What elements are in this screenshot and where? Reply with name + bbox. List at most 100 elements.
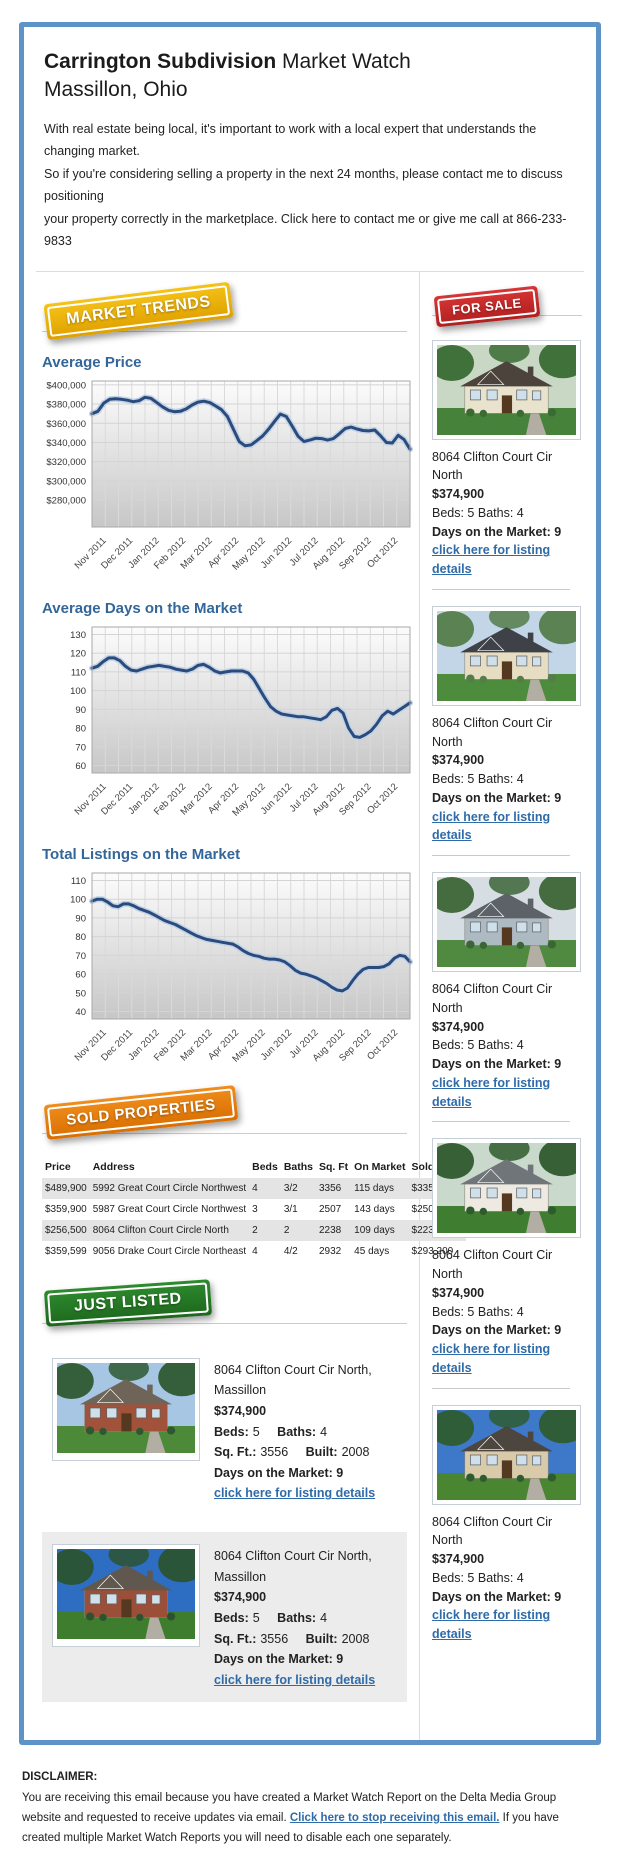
for-sale-listing: 8064 Clifton Court Cir North $374,900 Be…	[432, 1404, 582, 1644]
property-photo[interactable]	[432, 1138, 581, 1239]
for-sale-listing: 8064 Clifton Court Cir North $374,900 Be…	[432, 605, 582, 845]
sqft-value: 3556	[260, 1445, 289, 1460]
for-sale-listing: 8064 Clifton Court Cir North $374,900 Be…	[432, 339, 582, 579]
intro-line-2: So if you're considering selling a prope…	[44, 166, 563, 204]
listing-price: $374,900	[214, 1403, 267, 1418]
main-column: MARKET TRENDS Average Price $400,000 $380…	[36, 271, 466, 1741]
svg-text:100: 100	[70, 686, 86, 697]
svg-text:110: 110	[71, 876, 86, 887]
section-divider	[42, 330, 407, 332]
for-sale-badge: FOR SALE	[433, 285, 541, 328]
for-sale-listing: 8064 Clifton Court Cir North $374,900 Be…	[432, 1138, 582, 1377]
listing-address: 8064 Clifton Court Cir North	[432, 449, 553, 483]
col-price: Price	[45, 1160, 71, 1173]
svg-text:$340,000: $340,000	[46, 438, 86, 449]
beds-value: 5	[252, 1424, 260, 1439]
sold-properties-badge: SOLD PROPERTIES	[43, 1084, 239, 1140]
listing-price: $374,900	[432, 1285, 485, 1300]
listing-details-link[interactable]: click here for listing details	[432, 1075, 551, 1109]
property-photo[interactable]	[52, 1357, 200, 1461]
newsletter-header: Carrington Subdivision Market Watch Mass…	[36, 27, 584, 272]
listing-address: 8064 Clifton Court Cir North	[432, 715, 553, 749]
disclaimer-text: You are receiving this email because you…	[22, 1791, 559, 1844]
listing-beds-baths: Beds: 5 Baths: 4	[432, 1304, 524, 1319]
sold-table-cell: $359,599	[45, 1245, 87, 1257]
just-listed-info: 8064 Clifton Court Cir North, Massillon …	[214, 1358, 397, 1504]
sqft-label: Sq. Ft.:	[214, 1631, 257, 1646]
sold-table-cell: 143 days	[354, 1203, 395, 1215]
sold-table-cell: 4/2	[283, 1245, 298, 1257]
svg-text:90: 90	[75, 705, 86, 716]
sold-table-cell: 4	[252, 1245, 258, 1257]
section-divider	[42, 1322, 407, 1324]
property-photo[interactable]	[432, 339, 581, 440]
average-price-heading: Average Price	[42, 353, 142, 371]
sold-table-row: $256,500 8064 Clifton Court Circle North 2…	[42, 1219, 466, 1241]
sold-table-cell: 2507	[319, 1203, 342, 1215]
svg-text:80: 80	[75, 932, 86, 943]
listing-beds-baths: Beds: 5 Baths: 4	[432, 1570, 524, 1585]
section-divider	[42, 1132, 407, 1134]
listing-details-link[interactable]: click here for listing details	[214, 1672, 376, 1687]
unsubscribe-link[interactable]: Click here to stop receiving this email.	[289, 1811, 500, 1824]
for-sale-sidebar: FOR SALE 8064 Clifton Court Cir North $3…	[420, 272, 584, 1741]
property-photo[interactable]	[432, 605, 581, 706]
listing-details-link[interactable]: click here for listing details	[214, 1486, 376, 1501]
sold-properties-table: Price Address Beds Baths Sq. Ft On Marke…	[42, 1156, 466, 1262]
listing-days-on-market: Days on the Market: 9	[214, 1652, 344, 1667]
sold-table-cell: 3/1	[283, 1203, 298, 1215]
svg-text:110: 110	[71, 667, 86, 678]
svg-text:70: 70	[75, 742, 86, 753]
listing-specs: Beds: 5 Baths: 4 Sq. Ft.: 3556 Built: 2008	[214, 1608, 397, 1649]
property-photo[interactable]	[432, 872, 581, 973]
sold-table-cell: 115 days	[354, 1182, 395, 1194]
svg-text:70: 70	[75, 951, 86, 962]
page-title-rest: Market Watch	[276, 50, 411, 73]
svg-text:$300,000: $300,000	[46, 476, 86, 487]
listing-days-on-market: Days on the Market: 9	[214, 1465, 344, 1480]
sold-table-cell: 109 days	[354, 1224, 395, 1236]
svg-text:$380,000: $380,000	[46, 399, 86, 410]
svg-text:$280,000: $280,000	[46, 495, 86, 506]
listing-address: 8064 Clifton Court Cir North, Massillon	[214, 1549, 372, 1584]
just-listed-section-header: JUST LISTED	[42, 1278, 407, 1338]
listing-beds-baths: Beds: 5 Baths: 4	[432, 1038, 524, 1053]
listing-divider	[432, 1387, 570, 1389]
built-value: 2008	[341, 1445, 370, 1460]
just-listed-info: 8064 Clifton Court Cir North, Massillon …	[214, 1544, 397, 1690]
listing-price: $374,900	[432, 487, 485, 502]
market-trends-section-header: MARKET TRENDS	[42, 281, 407, 346]
built-label: Built:	[305, 1445, 338, 1460]
listing-details-link[interactable]: click here for listing details	[432, 543, 551, 577]
listing-details-link[interactable]: click here for listing details	[432, 1608, 551, 1642]
property-photo[interactable]	[432, 1404, 581, 1505]
disclaimer: DISCLAIMER: You are receiving this email…	[0, 1759, 620, 1862]
baths-value: 4	[320, 1424, 328, 1439]
property-photo[interactable]	[52, 1544, 200, 1648]
sold-table-cell: 3/2	[283, 1182, 298, 1194]
listing-days-on-market: Days on the Market: 9	[432, 1323, 562, 1338]
col-sqft: Sq. Ft	[319, 1160, 349, 1173]
sold-table-cell: 3	[252, 1203, 258, 1215]
sold-table-cell: 2	[252, 1224, 258, 1236]
newsletter-container: Carrington Subdivision Market Watch Mass…	[19, 22, 601, 1746]
svg-text:50: 50	[75, 988, 86, 999]
total-listings-heading: Total Listings on the Market	[42, 845, 241, 863]
col-on-market: On Market	[354, 1160, 406, 1173]
svg-text:40: 40	[75, 1007, 86, 1018]
listing-divider	[432, 855, 570, 857]
page-subtitle-city: Massillon, Ohio	[44, 78, 188, 102]
listing-address: 8064 Clifton Court Cir North	[432, 982, 553, 1015]
just-listed-card: 8064 Clifton Court Cir North, Massillon …	[42, 1346, 407, 1516]
sold-table-row: $489,900 5992 Great Court Circle Northwes…	[42, 1177, 466, 1199]
intro-text: With real estate being local, it's impor…	[44, 118, 576, 259]
average-price-chart: $400,000 $380,000 $360,000 $340,000 $320,000…	[42, 375, 413, 586]
listing-price: $374,900	[432, 753, 485, 768]
days-on-market-chart-block: Average Days on the Market 130 120 110 100 9…	[42, 600, 413, 832]
listing-details-link[interactable]: click here for listing details	[432, 1342, 551, 1375]
sold-table-cell: $489,900	[45, 1182, 87, 1194]
days-on-market-chart: 130 120 110 100 90 80 70 60 Nov 2011 Dec 2011 Jan …	[42, 621, 413, 832]
svg-text:80: 80	[75, 723, 86, 734]
listing-details-link[interactable]: click here for listing details	[432, 809, 551, 843]
beds-label: Beds:	[214, 1424, 249, 1439]
